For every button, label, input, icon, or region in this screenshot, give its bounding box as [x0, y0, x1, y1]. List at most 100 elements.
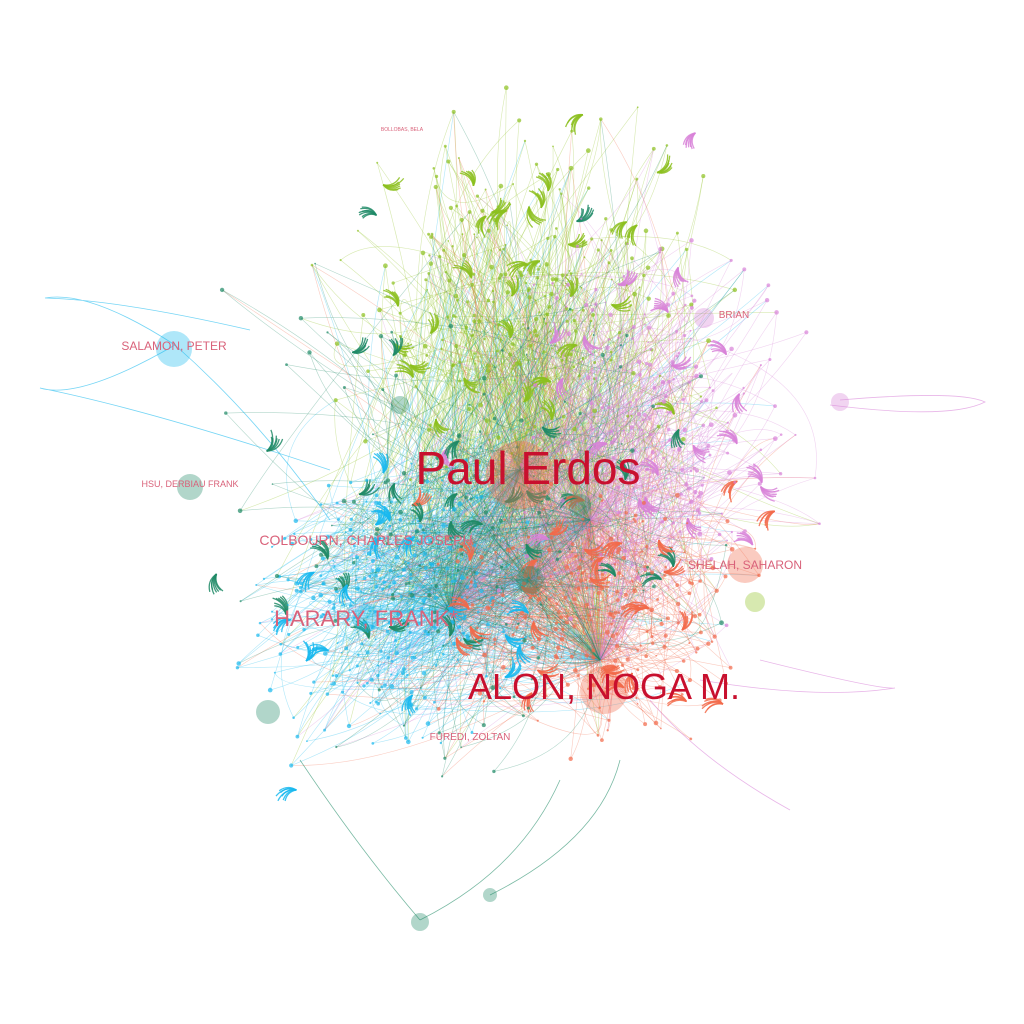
author-node — [604, 571, 607, 574]
author-node — [496, 349, 499, 352]
author-node — [406, 740, 411, 745]
author-node — [563, 661, 565, 663]
author-node — [259, 622, 262, 625]
author-node — [667, 428, 670, 431]
author-node — [554, 344, 556, 346]
author-node — [427, 272, 430, 275]
author-node — [299, 582, 303, 586]
author-node — [357, 653, 359, 655]
author-node — [566, 274, 568, 276]
author-node — [404, 561, 406, 563]
author-node — [336, 502, 339, 505]
author-node — [670, 360, 674, 364]
author-node — [556, 656, 559, 659]
author-node — [639, 580, 641, 582]
author-node — [794, 434, 796, 436]
author-node — [573, 625, 576, 628]
coauthor-edge — [650, 700, 790, 810]
author-node — [626, 657, 630, 661]
author-node — [299, 316, 303, 320]
author-node — [508, 353, 512, 357]
author-node — [438, 255, 441, 258]
author-node — [458, 435, 460, 437]
author-node — [593, 428, 595, 430]
author-node — [415, 385, 418, 388]
author-node — [473, 233, 475, 235]
author-node — [453, 387, 455, 389]
author-node — [658, 247, 662, 251]
author-node — [560, 192, 562, 194]
author-node — [376, 162, 378, 164]
hub-node — [256, 700, 280, 724]
author-node — [449, 324, 454, 329]
author-node — [654, 721, 659, 726]
author-node — [588, 614, 591, 617]
author-node — [616, 511, 619, 514]
author-node — [537, 511, 541, 515]
author-node — [677, 447, 682, 452]
author-node — [471, 334, 473, 336]
author-node — [494, 366, 496, 368]
author-node — [605, 630, 610, 635]
author-node — [605, 345, 610, 350]
author-node — [458, 361, 461, 364]
author-node — [429, 424, 432, 427]
author-node — [629, 401, 632, 404]
author-node — [407, 562, 410, 565]
author-node — [546, 172, 551, 177]
author-node — [632, 292, 637, 297]
author-node — [610, 228, 614, 232]
author-node — [580, 287, 582, 289]
author-node — [550, 536, 553, 539]
author-node — [721, 512, 723, 514]
author-node — [452, 507, 457, 512]
author-node — [643, 590, 645, 592]
author-node — [319, 553, 323, 557]
author-node — [537, 597, 542, 602]
author-node — [425, 354, 428, 357]
author-node — [402, 471, 406, 475]
author-node — [523, 615, 527, 619]
author-node — [535, 163, 538, 166]
author-node — [299, 590, 302, 593]
author-node — [312, 680, 315, 683]
author-node — [452, 110, 456, 114]
author-node — [617, 571, 621, 575]
author-node — [540, 603, 542, 605]
author-node — [623, 430, 625, 432]
author-node — [666, 302, 670, 306]
author-node — [693, 490, 697, 494]
author-node — [388, 585, 391, 588]
author-node — [630, 256, 634, 260]
author-node — [561, 273, 565, 277]
author-node — [497, 205, 499, 207]
author-node — [522, 714, 525, 717]
author-node — [486, 363, 491, 368]
author-node — [724, 574, 728, 578]
author-node — [271, 611, 273, 613]
author-node — [765, 298, 769, 302]
author-node — [656, 598, 659, 601]
author-node — [476, 236, 478, 238]
author-node — [391, 593, 394, 596]
author-node — [522, 636, 524, 638]
author-node — [485, 318, 487, 320]
author-node — [676, 403, 678, 405]
author-node — [391, 597, 395, 601]
author-node — [481, 562, 483, 564]
author-node — [446, 524, 448, 526]
author-node — [637, 106, 639, 108]
author-node — [608, 313, 612, 317]
author-node — [605, 522, 607, 524]
author-node — [594, 631, 596, 633]
author-node — [449, 438, 452, 441]
author-node — [610, 633, 615, 638]
author-node — [409, 478, 412, 481]
author-node — [620, 592, 623, 595]
author-node — [527, 550, 531, 554]
author-node — [709, 386, 711, 388]
author-node — [464, 615, 467, 618]
hub-node — [411, 913, 429, 931]
author-node — [491, 603, 494, 606]
author-node — [452, 642, 456, 646]
